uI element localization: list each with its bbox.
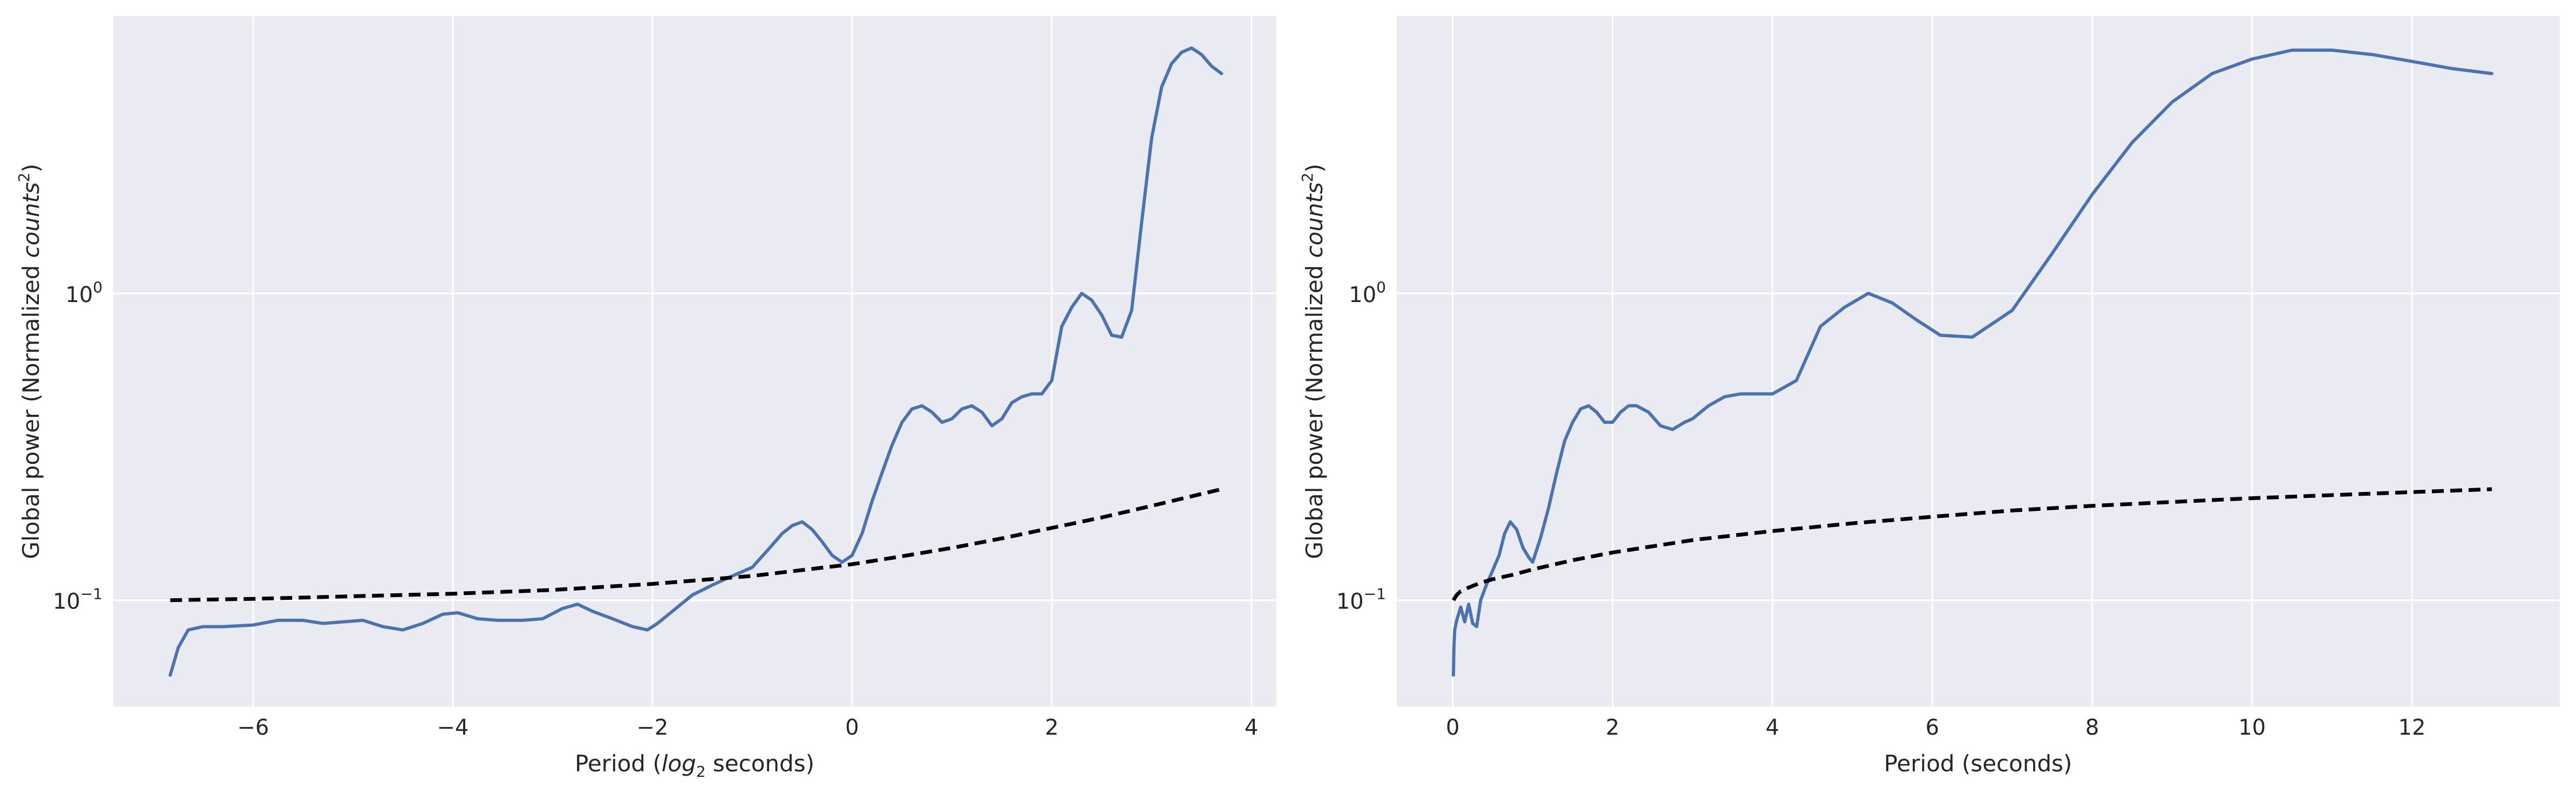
right-gridlines — [1397, 16, 2560, 707]
right-y-axis-label: Global power (Normalized counts2) — [1299, 163, 1328, 559]
left-y-tick-label: 100 — [65, 278, 103, 307]
left-series — [168, 46, 1224, 677]
left-tick-labels: −6 −4 −2 0 2 4 10−1 100 — [53, 278, 1259, 740]
left-x-tick-label: 0 — [845, 715, 859, 740]
right-x-tick-label: 6 — [1926, 715, 1939, 740]
right-x-tick-label: 2 — [1606, 715, 1619, 740]
left-x-tick-label: 2 — [1045, 715, 1058, 740]
left-x-tick-label: −4 — [437, 715, 468, 740]
right-plot-area — [1397, 16, 2560, 707]
right-tick-labels: 0 2 4 6 8 10 12 10−1 100 — [1336, 278, 2426, 740]
right-x-tick-label: 10 — [2238, 715, 2266, 740]
chart-right: 0 2 4 6 8 10 12 10−1 100 Period (seconds) Global… — [1299, 16, 2560, 777]
left-x-tick-label: −2 — [636, 715, 668, 740]
left-x-axis-label: Period (log2 seconds) — [575, 750, 814, 781]
left-global-power-line — [168, 46, 1224, 677]
left-significance-line — [170, 487, 1222, 603]
left-plot-area — [113, 16, 1276, 707]
right-y-tick-label: 10−1 — [1336, 585, 1386, 614]
right-series — [1452, 49, 2494, 677]
left-y-axis-label: Global power (Normalized counts2) — [15, 163, 44, 559]
left-gridlines — [113, 16, 1276, 707]
right-x-tick-label: 8 — [2085, 715, 2099, 740]
chart-left: −6 −4 −2 0 2 4 10−1 100 Period (log2 seconds) G… — [15, 16, 1276, 781]
left-x-tick-label: 4 — [1245, 715, 1258, 740]
right-y-tick-label: 100 — [1349, 278, 1386, 307]
right-x-axis-label: Period (seconds) — [1884, 750, 2072, 777]
right-x-tick-label: 12 — [2398, 715, 2426, 740]
left-y-tick-label: 10−1 — [53, 585, 103, 614]
right-significance-line — [1452, 487, 2492, 601]
right-x-tick-label: 4 — [1765, 715, 1779, 740]
left-x-tick-label: −6 — [237, 715, 269, 740]
right-x-tick-label: 0 — [1446, 715, 1459, 740]
